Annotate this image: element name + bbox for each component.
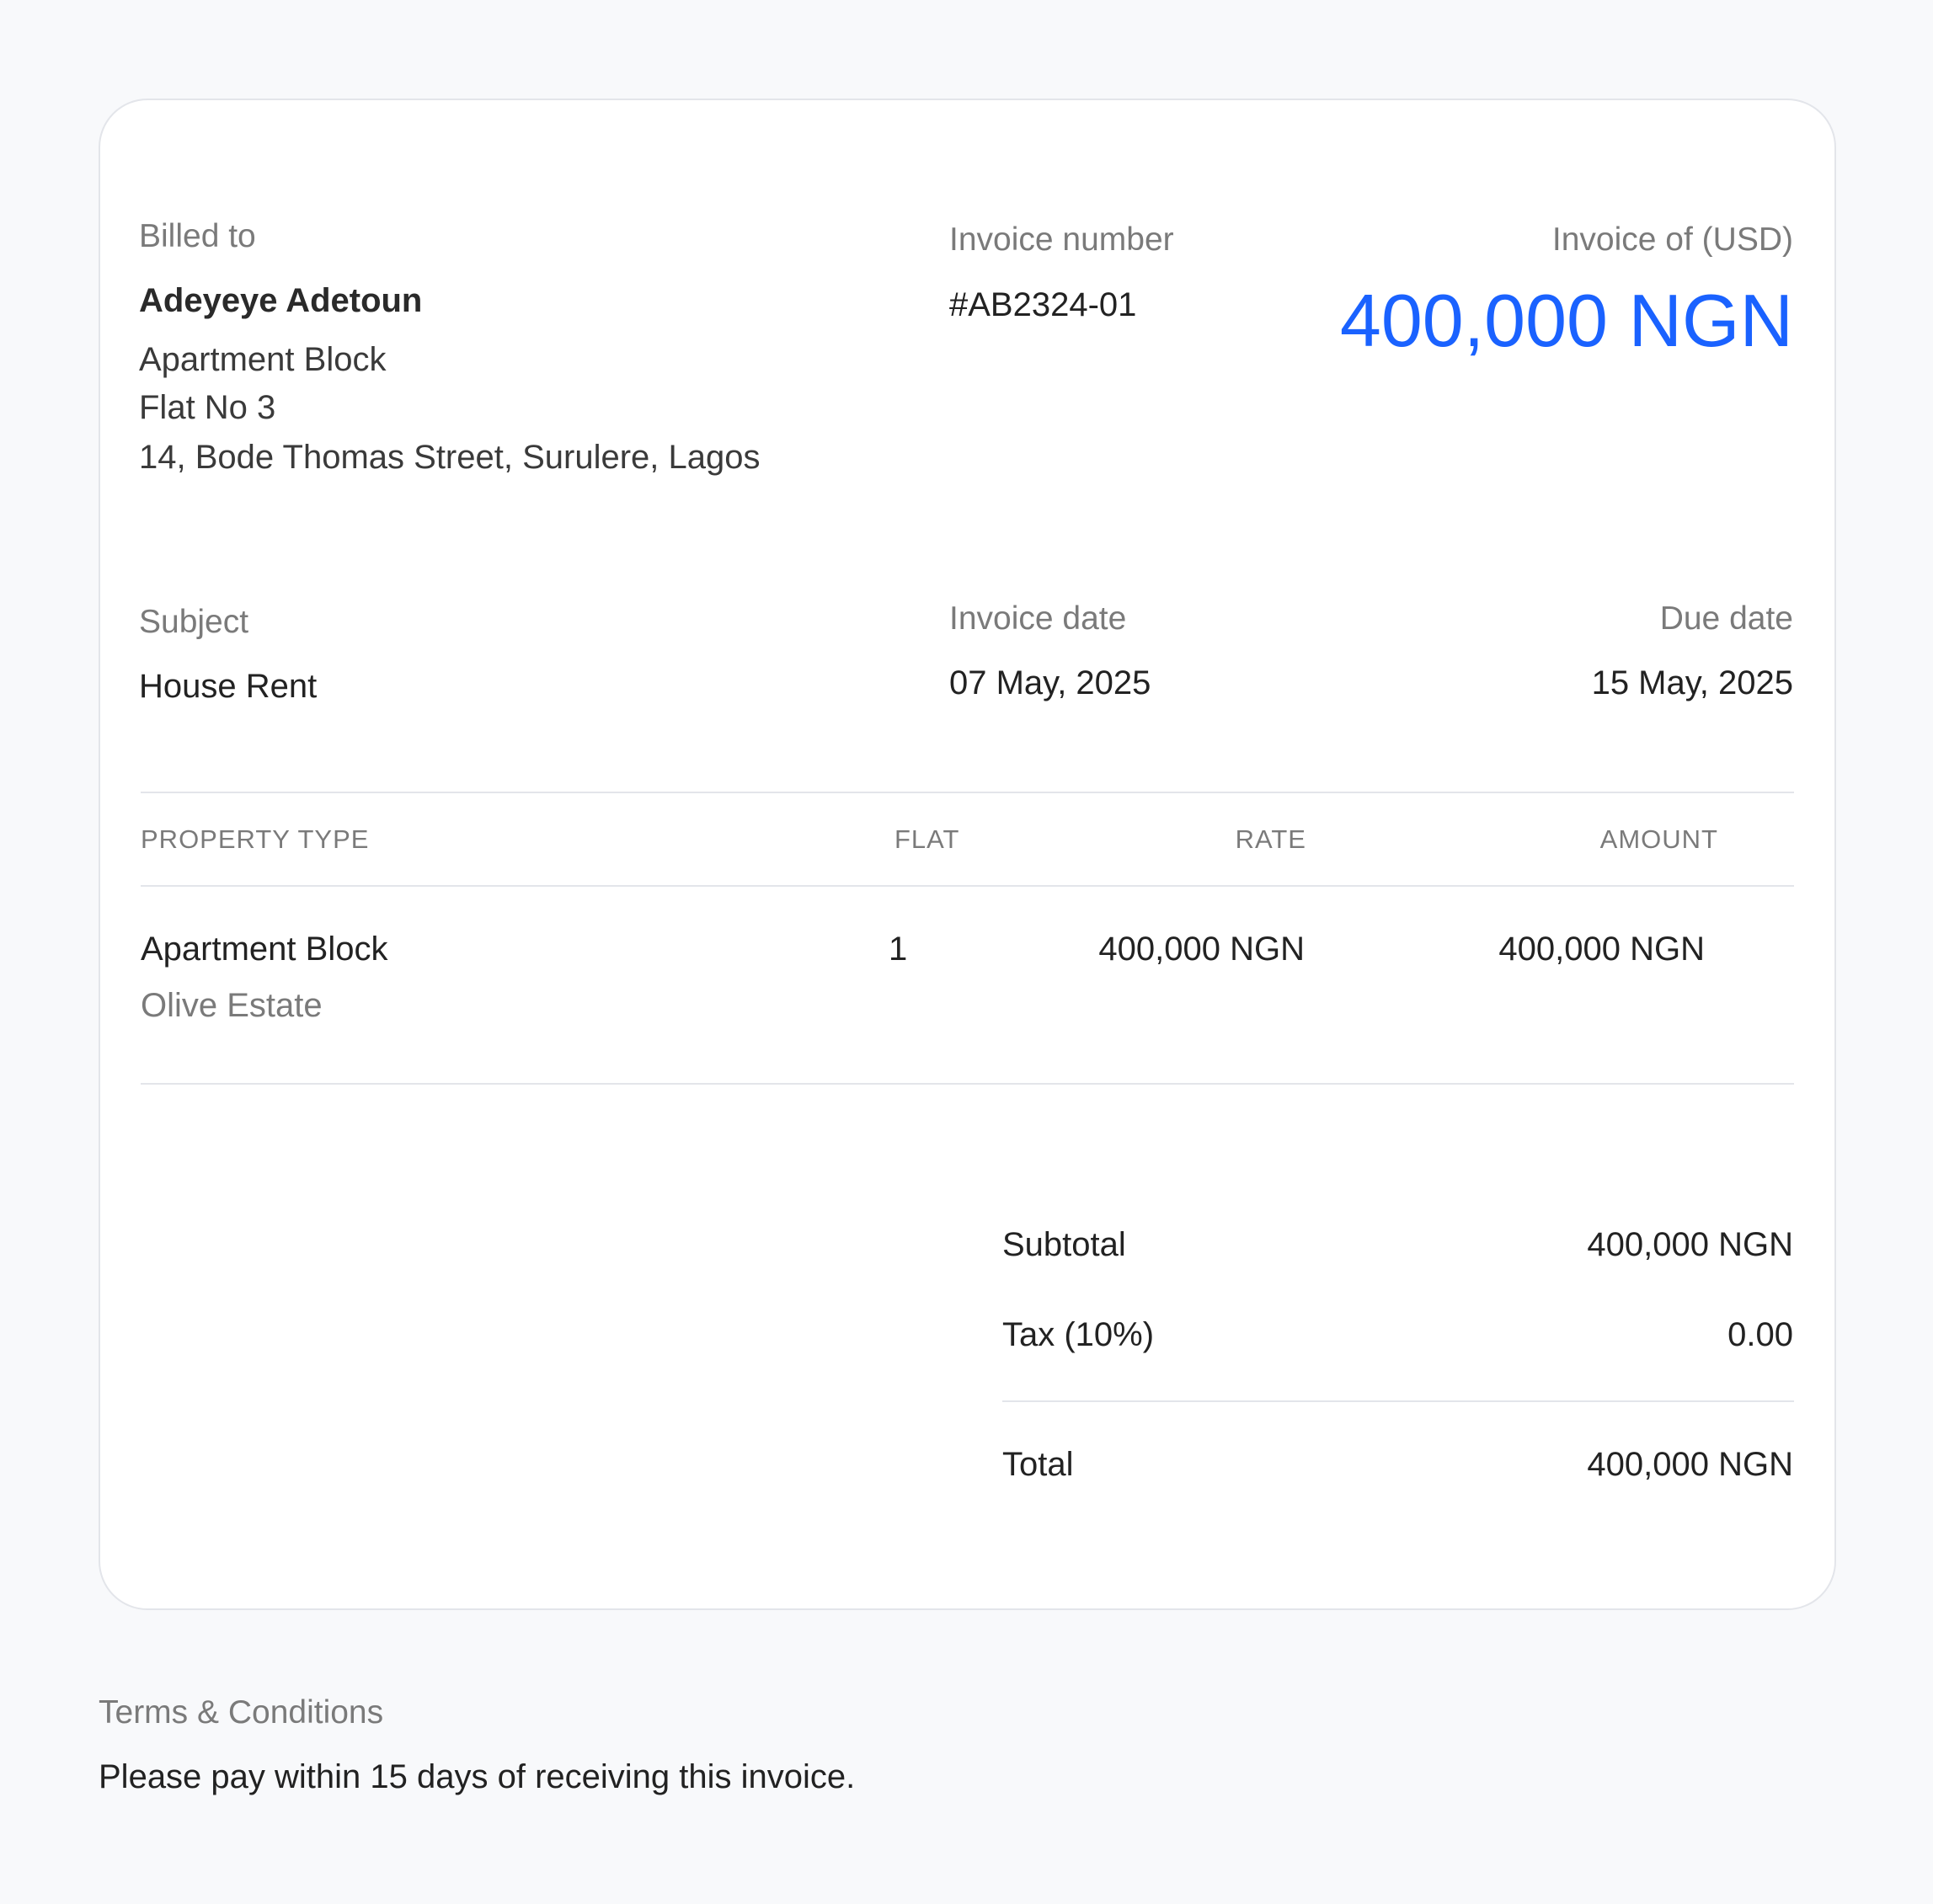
address-line: Flat No 3 [139,389,276,426]
divider [141,1083,1794,1085]
invoice-total-amount: 400,000 NGN [1339,279,1793,362]
address-line: 14, Bode Thomas Street, Surulere, Lagos [139,439,761,476]
header-amount: AMOUNT [1599,824,1718,854]
divider [1002,1400,1794,1402]
invoice-card [99,99,1836,1610]
divider [141,792,1794,793]
divider [141,885,1794,887]
flat-value: 1 [889,931,908,968]
total-value: 400,000 NGN [1587,1446,1793,1483]
address-line: Apartment Block [139,341,387,378]
property-name: Apartment Block [141,931,388,968]
invoice-date-value: 07 May, 2025 [949,664,1151,701]
terms-label: Terms & Conditions [99,1694,384,1731]
invoice-of-label: Invoice of (USD) [1551,221,1793,258]
subject-label: Subject [139,604,249,640]
header-flat: FLAT [894,824,960,854]
header-property-type: PROPERTY TYPE [141,824,370,854]
billed-to-label: Billed to [139,218,256,254]
property-location: Olive Estate [141,987,323,1024]
due-date-label: Due date [1659,600,1793,637]
amount-value: 400,000 NGN [1498,931,1705,968]
rate-value: 400,000 NGN [1098,931,1305,968]
tax-value: 0.00 [1727,1316,1793,1353]
due-date-value: 15 May, 2025 [1591,664,1793,701]
subject-value: House Rent [139,668,318,705]
billed-to-name: Adeyeye Adetoun [139,282,423,319]
tax-label: Tax (10%) [1002,1316,1155,1353]
subtotal-value: 400,000 NGN [1587,1226,1793,1263]
invoice-number-value: #AB2324-01 [949,286,1137,323]
invoice-date-label: Invoice date [949,600,1127,637]
invoice-number-label: Invoice number [949,221,1174,258]
total-label: Total [1002,1446,1074,1483]
terms-text: Please pay within 15 days of receiving t… [99,1758,856,1795]
header-rate: RATE [1235,824,1306,854]
subtotal-label: Subtotal [1002,1226,1126,1263]
